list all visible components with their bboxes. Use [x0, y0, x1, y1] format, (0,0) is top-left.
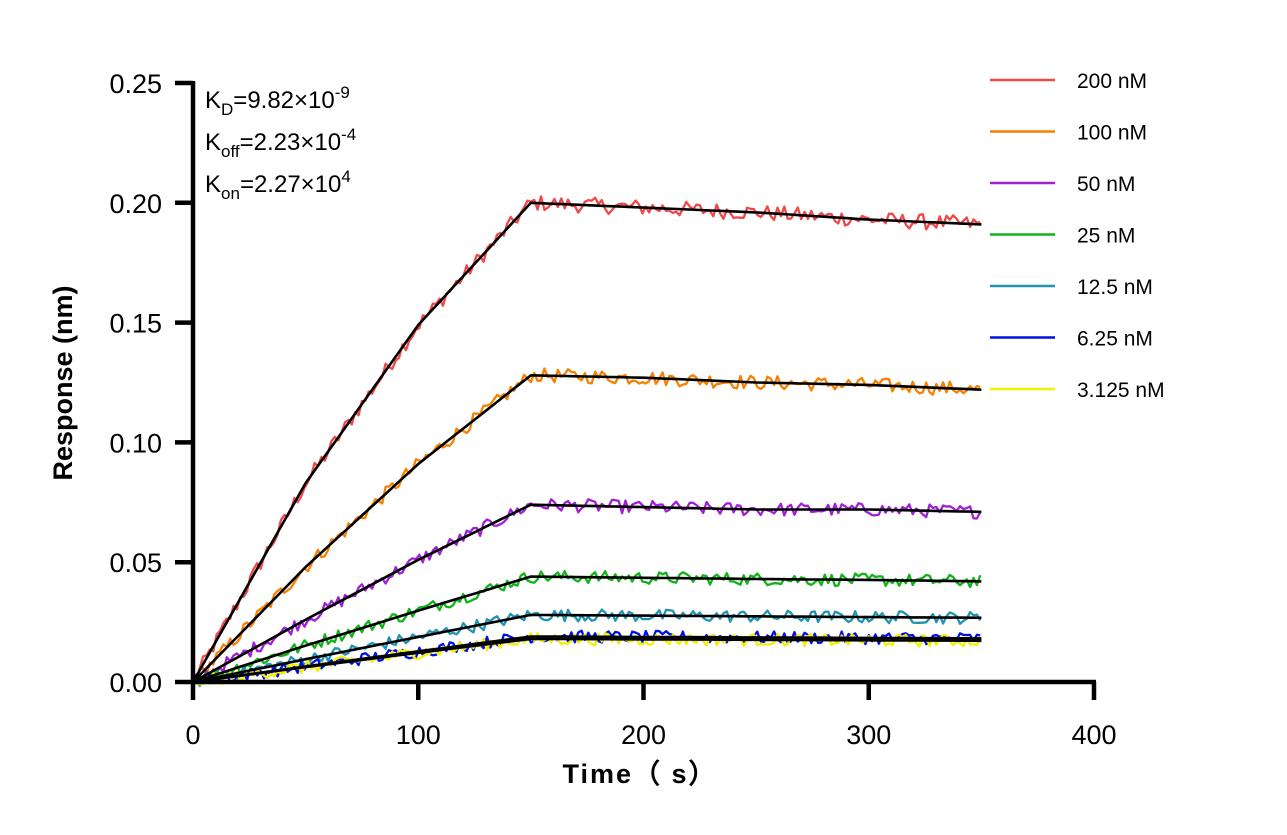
x-tick-label: 300	[846, 720, 891, 750]
svg-text:Koff=2.23×10-4: Koff=2.23×10-4	[205, 125, 356, 161]
y-tick-label: 0.25	[109, 69, 162, 99]
ticks: 0 100 200 300 400 0.00 0.05 0.10 0.15 0.20 0.25	[109, 69, 1116, 750]
fit-line-200-nM	[191, 201, 982, 683]
annotation-koff: Koff=2.23×10-4	[205, 125, 356, 161]
fit-line-100-nM	[192, 373, 982, 683]
y-axis-label: Response (nm)	[48, 285, 78, 480]
legend-item: 3.125 nM	[990, 379, 1165, 402]
fit-layer	[191, 201, 982, 684]
data-layer	[192, 195, 982, 688]
fit-line-25-nM	[192, 575, 982, 684]
legend-label: 100 nM	[1077, 122, 1147, 145]
data-line-200-nM	[192, 195, 981, 681]
data-line-100-nM	[192, 367, 981, 684]
data-line-12_5-nM	[192, 608, 982, 688]
y-tick-label: 0.00	[109, 668, 162, 698]
legend-item: 50 nM	[990, 173, 1135, 196]
fit-line-12_5-nM	[192, 613, 982, 684]
svg-text:KD=9.82×10-9: KD=9.82×10-9	[205, 83, 350, 119]
y-tick-label: 0.05	[109, 548, 162, 578]
fit-line-3_125-nM	[192, 637, 982, 684]
annotation-kon: Kon=2.27×104	[205, 167, 351, 203]
legend-item: 6.25 nM	[990, 328, 1153, 351]
legend-label: 200 nM	[1077, 70, 1147, 93]
x-tick-label: 400	[1071, 720, 1116, 750]
legend-label: 6.25 nM	[1077, 328, 1153, 351]
data-line-25-nM	[193, 569, 982, 684]
legend-item: 200 nM	[990, 70, 1147, 93]
legend-label: 3.125 nM	[1077, 379, 1165, 402]
legend: 200 nM 100 nM 50 nM 25 nM 12.5 nM 6.25 nM 3.12…	[990, 70, 1165, 402]
legend-label: 12.5 nM	[1077, 276, 1153, 299]
x-tick-label: 100	[396, 720, 441, 750]
legend-item: 12.5 nM	[990, 276, 1153, 299]
x-tick-label: 0	[185, 720, 200, 750]
y-tick-label: 0.10	[109, 428, 162, 458]
legend-label: 25 nM	[1077, 225, 1135, 248]
annotation-kd: KD=9.82×10-9	[205, 83, 350, 119]
x-tick-label: 200	[621, 720, 666, 750]
data-line-50-nM	[192, 498, 982, 680]
fit-line-50-nM	[192, 503, 982, 684]
legend-item: 25 nM	[990, 225, 1135, 248]
legend-item: 100 nM	[990, 122, 1147, 145]
legend-label: 50 nM	[1077, 173, 1135, 196]
y-tick-label: 0.15	[109, 309, 162, 339]
y-tick-label: 0.20	[109, 189, 162, 219]
svg-text:Kon=2.27×104: Kon=2.27×104	[205, 167, 351, 203]
x-axis-label: Time（ s）	[562, 759, 717, 789]
